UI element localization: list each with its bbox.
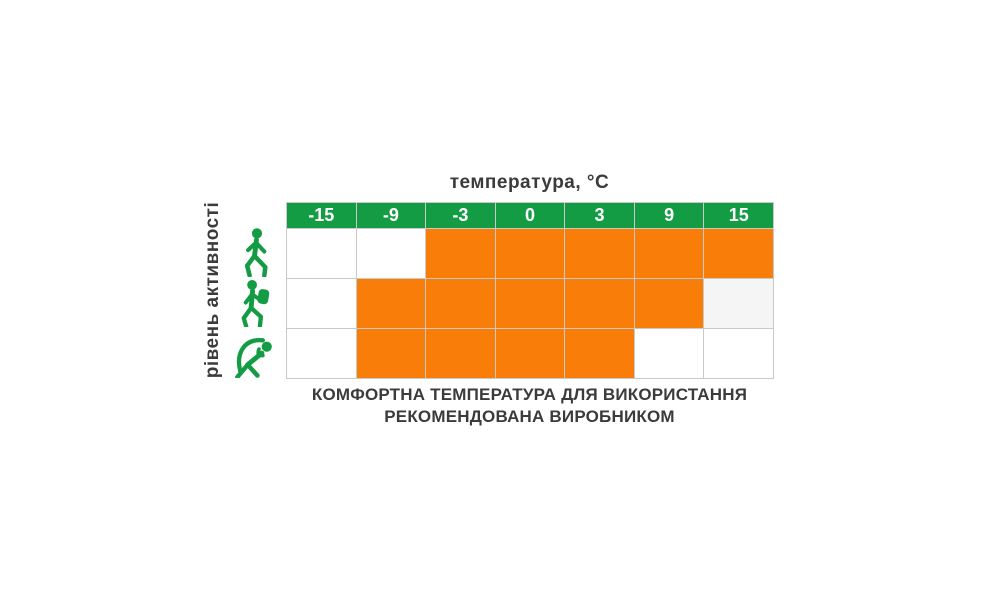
grid-cell-hiking-with-backpack-15 — [704, 279, 774, 329]
grid-cell-exercising--9 — [356, 329, 427, 379]
grid-cell-hiking-with-backpack-3 — [565, 279, 635, 329]
grid-cell-exercising-0 — [495, 329, 566, 379]
temperature-column-header: -9 — [356, 203, 427, 229]
grid-cell-walking-9 — [634, 229, 705, 279]
grid-cell-walking--9 — [356, 229, 427, 279]
temperature-column-header: 15 — [704, 203, 774, 229]
chart-title: температура, °C — [449, 172, 610, 193]
grid-cell-hiking-with-backpack-0 — [495, 279, 566, 329]
temperature-column-header: 0 — [495, 203, 566, 229]
caption-line-1: КОМФОРТНА ТЕМПЕРАТУРА ДЛЯ ВИКОРИСТАННЯ — [311, 385, 748, 404]
temperature-column-header: -15 — [287, 203, 357, 229]
temperature-column-header: 3 — [565, 203, 635, 229]
grid-cell-walking-0 — [495, 229, 566, 279]
grid-cell-walking-3 — [565, 229, 635, 279]
grid-cell-walking--3 — [426, 229, 496, 279]
y-axis-label: рівень активності — [202, 201, 223, 379]
grid-cell-hiking-with-backpack--3 — [426, 279, 496, 329]
grid-cell-hiking-with-backpack--9 — [356, 279, 427, 329]
grid-cell-hiking-with-backpack--15 — [287, 279, 357, 329]
grid-cell-exercising-9 — [634, 329, 705, 379]
temperature-column-header: -3 — [426, 203, 496, 229]
hiker-person-icon — [237, 280, 275, 327]
temperature-column-header: 9 — [634, 203, 705, 229]
grid-cell-walking-15 — [704, 229, 774, 279]
grid-cell-exercising-3 — [565, 329, 635, 379]
grid-cell-walking--15 — [287, 229, 357, 279]
grid-cell-exercising--15 — [287, 329, 357, 379]
caption-line-2: РЕКОМЕНДОВАНА ВИРОБНИКОМ — [384, 407, 675, 426]
walking-person-icon — [237, 228, 275, 277]
grid-cell-exercising--3 — [426, 329, 496, 379]
caption: КОМФОРТНА ТЕМПЕРАТУРА ДЛЯ ВИКОРИСТАННЯ Р… — [236, 384, 823, 428]
temperature-grid: -15 -9 -3 0 3 9 15 — [286, 202, 774, 379]
grid-cell-hiking-with-backpack-9 — [634, 279, 705, 329]
grid-cell-exercising-15 — [704, 329, 774, 379]
exercising-person-icon — [233, 331, 277, 378]
